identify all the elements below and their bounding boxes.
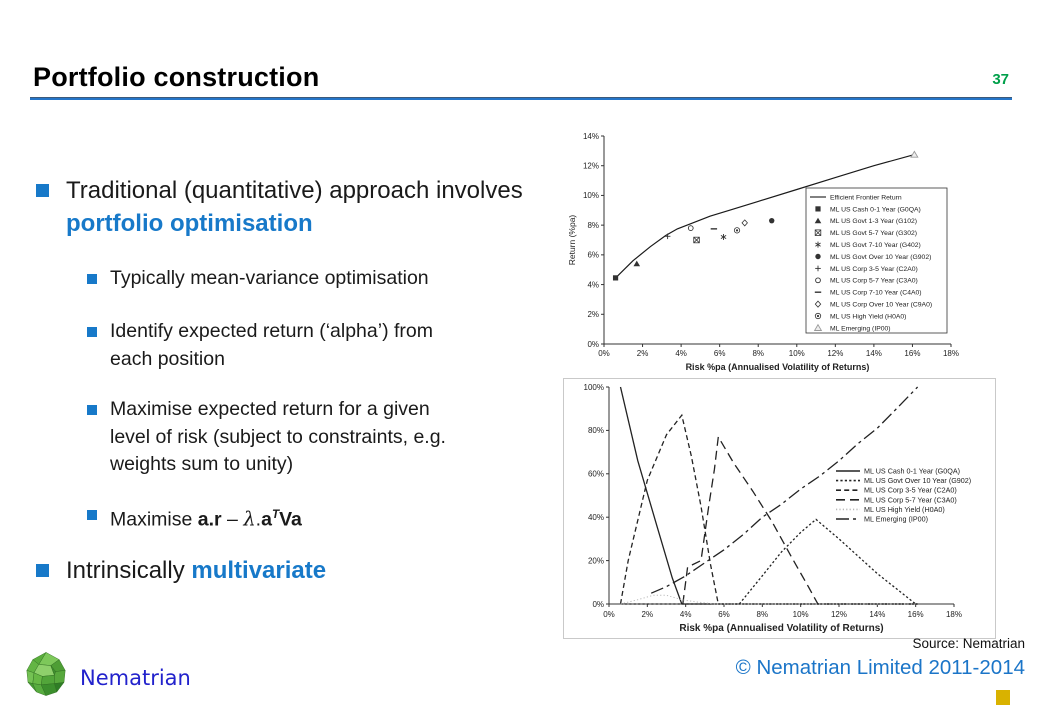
bullet-icon (87, 327, 97, 337)
svg-text:ML US Corp 7-10 Year (C4A0): ML US Corp 7-10 Year (C4A0) (830, 290, 922, 297)
svg-text:ML US Govt Over 10 Year (G902): ML US Govt Over 10 Year (G902) (830, 254, 931, 261)
bullet-icon (36, 564, 49, 577)
svg-text:ML US Corp 5-7 Year (C3A0): ML US Corp 5-7 Year (C3A0) (830, 278, 918, 285)
svg-text:2%: 2% (642, 610, 654, 619)
svg-text:ML Emerging (IP00): ML Emerging (IP00) (830, 325, 891, 332)
formula-text: Maximise a.r – λ.aTVa (110, 507, 302, 531)
gold-square-decoration (996, 690, 1010, 705)
svg-text:14%: 14% (866, 349, 882, 358)
efficient-frontier-plot: 0% 2% 4% 6% 8% 10% 12% 14% 16% 18% 0% 2% 4% 6% 8% 10% 12… (567, 132, 959, 372)
svg-text:ML Emerging (IP00): ML Emerging (IP00) (864, 515, 928, 524)
svg-text:20%: 20% (588, 556, 604, 565)
svg-text:ML US Cash 0-1 Year (G0QA): ML US Cash 0-1 Year (G0QA) (830, 206, 921, 213)
page-number: 37 (992, 71, 1009, 88)
portfolio-weights-plot: 0% 2% 4% 6% 8% 10% 12% 14% 16% 18% 0% 20% 40% 60% 80% 1… (584, 383, 972, 634)
svg-text:12%: 12% (827, 349, 843, 358)
svg-text:ML US High Yield (H0A0): ML US High Yield (H0A0) (864, 505, 945, 514)
sub-bullet-item: Maximise a.r – λ.aTVa (87, 501, 302, 534)
svg-text:60%: 60% (588, 470, 604, 479)
svg-text:4%: 4% (675, 349, 687, 358)
svg-text:ML US Corp 3-5 Year (C2A0): ML US Corp 3-5 Year (C2A0) (864, 486, 957, 495)
brand-name: Nematrian (80, 666, 191, 690)
svg-text:80%: 80% (588, 426, 604, 435)
bullet-text: Maximise expected return for a given lev… (110, 398, 446, 475)
svg-text:ML US Govt 5-7 Year (G302): ML US Govt 5-7 Year (G302) (830, 230, 917, 237)
svg-text:18%: 18% (943, 349, 959, 358)
svg-text:ML US Govt 7-10 Year (G402): ML US Govt 7-10 Year (G402) (830, 242, 921, 249)
svg-text:8%: 8% (587, 221, 599, 230)
copyright-note: © Nematrian Limited 2011-2014 (735, 656, 1025, 679)
svg-text:4%: 4% (680, 610, 692, 619)
svg-text:14%: 14% (583, 132, 599, 141)
svg-text:16%: 16% (904, 349, 920, 358)
bullet-text: Identify expected return (‘alpha’) from … (110, 320, 433, 370)
portfolio-weights-chart: 0% 2% 4% 6% 8% 10% 12% 14% 16% 18% 0% 20% 40% 60% 80% 1… (563, 378, 996, 639)
source-note: Source: Nematrian (912, 636, 1025, 651)
sub-bullet-item: Maximise expected return for a given lev… (87, 396, 473, 479)
svg-text:ML US Corp 5-7 Year (C3A0): ML US Corp 5-7 Year (C3A0) (864, 495, 957, 504)
bullet-text: Intrinsically multivariate (66, 557, 327, 584)
sub-bullet-item: Typically mean-variance optimisation (87, 265, 540, 293)
svg-text:ML US Govt Over 10 Year (G902): ML US Govt Over 10 Year (G902) (864, 476, 971, 485)
title-divider (30, 97, 1012, 100)
bullet-text: Traditional (quantitative) approach invo… (66, 177, 523, 237)
svg-text:12%: 12% (831, 610, 847, 619)
svg-text:10%: 10% (583, 191, 599, 200)
svg-text:0%: 0% (592, 600, 604, 609)
svg-text:10%: 10% (789, 349, 805, 358)
svg-text:6%: 6% (718, 610, 730, 619)
svg-text:Risk %pa (Annualised Volatilit: Risk %pa (Annualised Volatility of Retur… (679, 623, 883, 634)
bullet-icon (87, 510, 97, 520)
svg-text:0%: 0% (587, 340, 599, 349)
svg-text:ML US High Yield (H0A0): ML US High Yield (H0A0) (830, 313, 906, 320)
svg-text:14%: 14% (869, 610, 885, 619)
svg-text:ML US Corp 3-5 Year (C2A0): ML US Corp 3-5 Year (C2A0) (830, 266, 918, 273)
svg-text:8%: 8% (757, 610, 769, 619)
nematrian-logo (26, 652, 66, 696)
svg-text:4%: 4% (587, 280, 599, 289)
svg-text:0%: 0% (603, 610, 615, 619)
bullet-icon (87, 405, 97, 415)
svg-text:10%: 10% (793, 610, 809, 619)
sub-bullet-item: Identify expected return (‘alpha’) from … (87, 318, 442, 373)
svg-text:12%: 12% (583, 162, 599, 171)
bullet-icon (87, 274, 97, 284)
svg-text:2%: 2% (587, 310, 599, 319)
svg-text:Risk %pa (Annualised Volatilit: Risk %pa (Annualised Volatility of Retur… (686, 362, 870, 372)
page-title: Portfolio construction (33, 62, 320, 92)
bullet-item: Traditional (quantitative) approach invo… (36, 174, 528, 240)
svg-text:8%: 8% (752, 349, 764, 358)
svg-text:40%: 40% (588, 513, 604, 522)
svg-text:ML US Govt 1-3 Year (G102): ML US Govt 1-3 Year (G102) (830, 218, 917, 225)
svg-text:Return (%pa): Return (%pa) (567, 215, 577, 266)
svg-text:ML US Cash 0-1 Year (G0QA): ML US Cash 0-1 Year (G0QA) (864, 467, 960, 476)
efficient-frontier-chart: 0% 2% 4% 6% 8% 10% 12% 14% 16% 18% 0% 2% 4% 6% 8% 10% 12… (563, 123, 1035, 375)
svg-text:18%: 18% (946, 610, 962, 619)
svg-text:2%: 2% (637, 349, 649, 358)
svg-text:6%: 6% (587, 251, 599, 260)
bullet-text: Typically mean-variance optimisation (110, 267, 429, 289)
svg-text:6%: 6% (714, 349, 726, 358)
bullet-item: Intrinsically multivariate (36, 554, 326, 587)
svg-text:0%: 0% (598, 349, 610, 358)
bullet-icon (36, 184, 49, 197)
svg-text:ML US Corp Over 10 Year (C9A0): ML US Corp Over 10 Year (C9A0) (830, 302, 932, 309)
svg-text:Efficient Frontier Return: Efficient Frontier Return (830, 194, 902, 201)
svg-text:100%: 100% (584, 383, 604, 392)
svg-text:16%: 16% (908, 610, 924, 619)
